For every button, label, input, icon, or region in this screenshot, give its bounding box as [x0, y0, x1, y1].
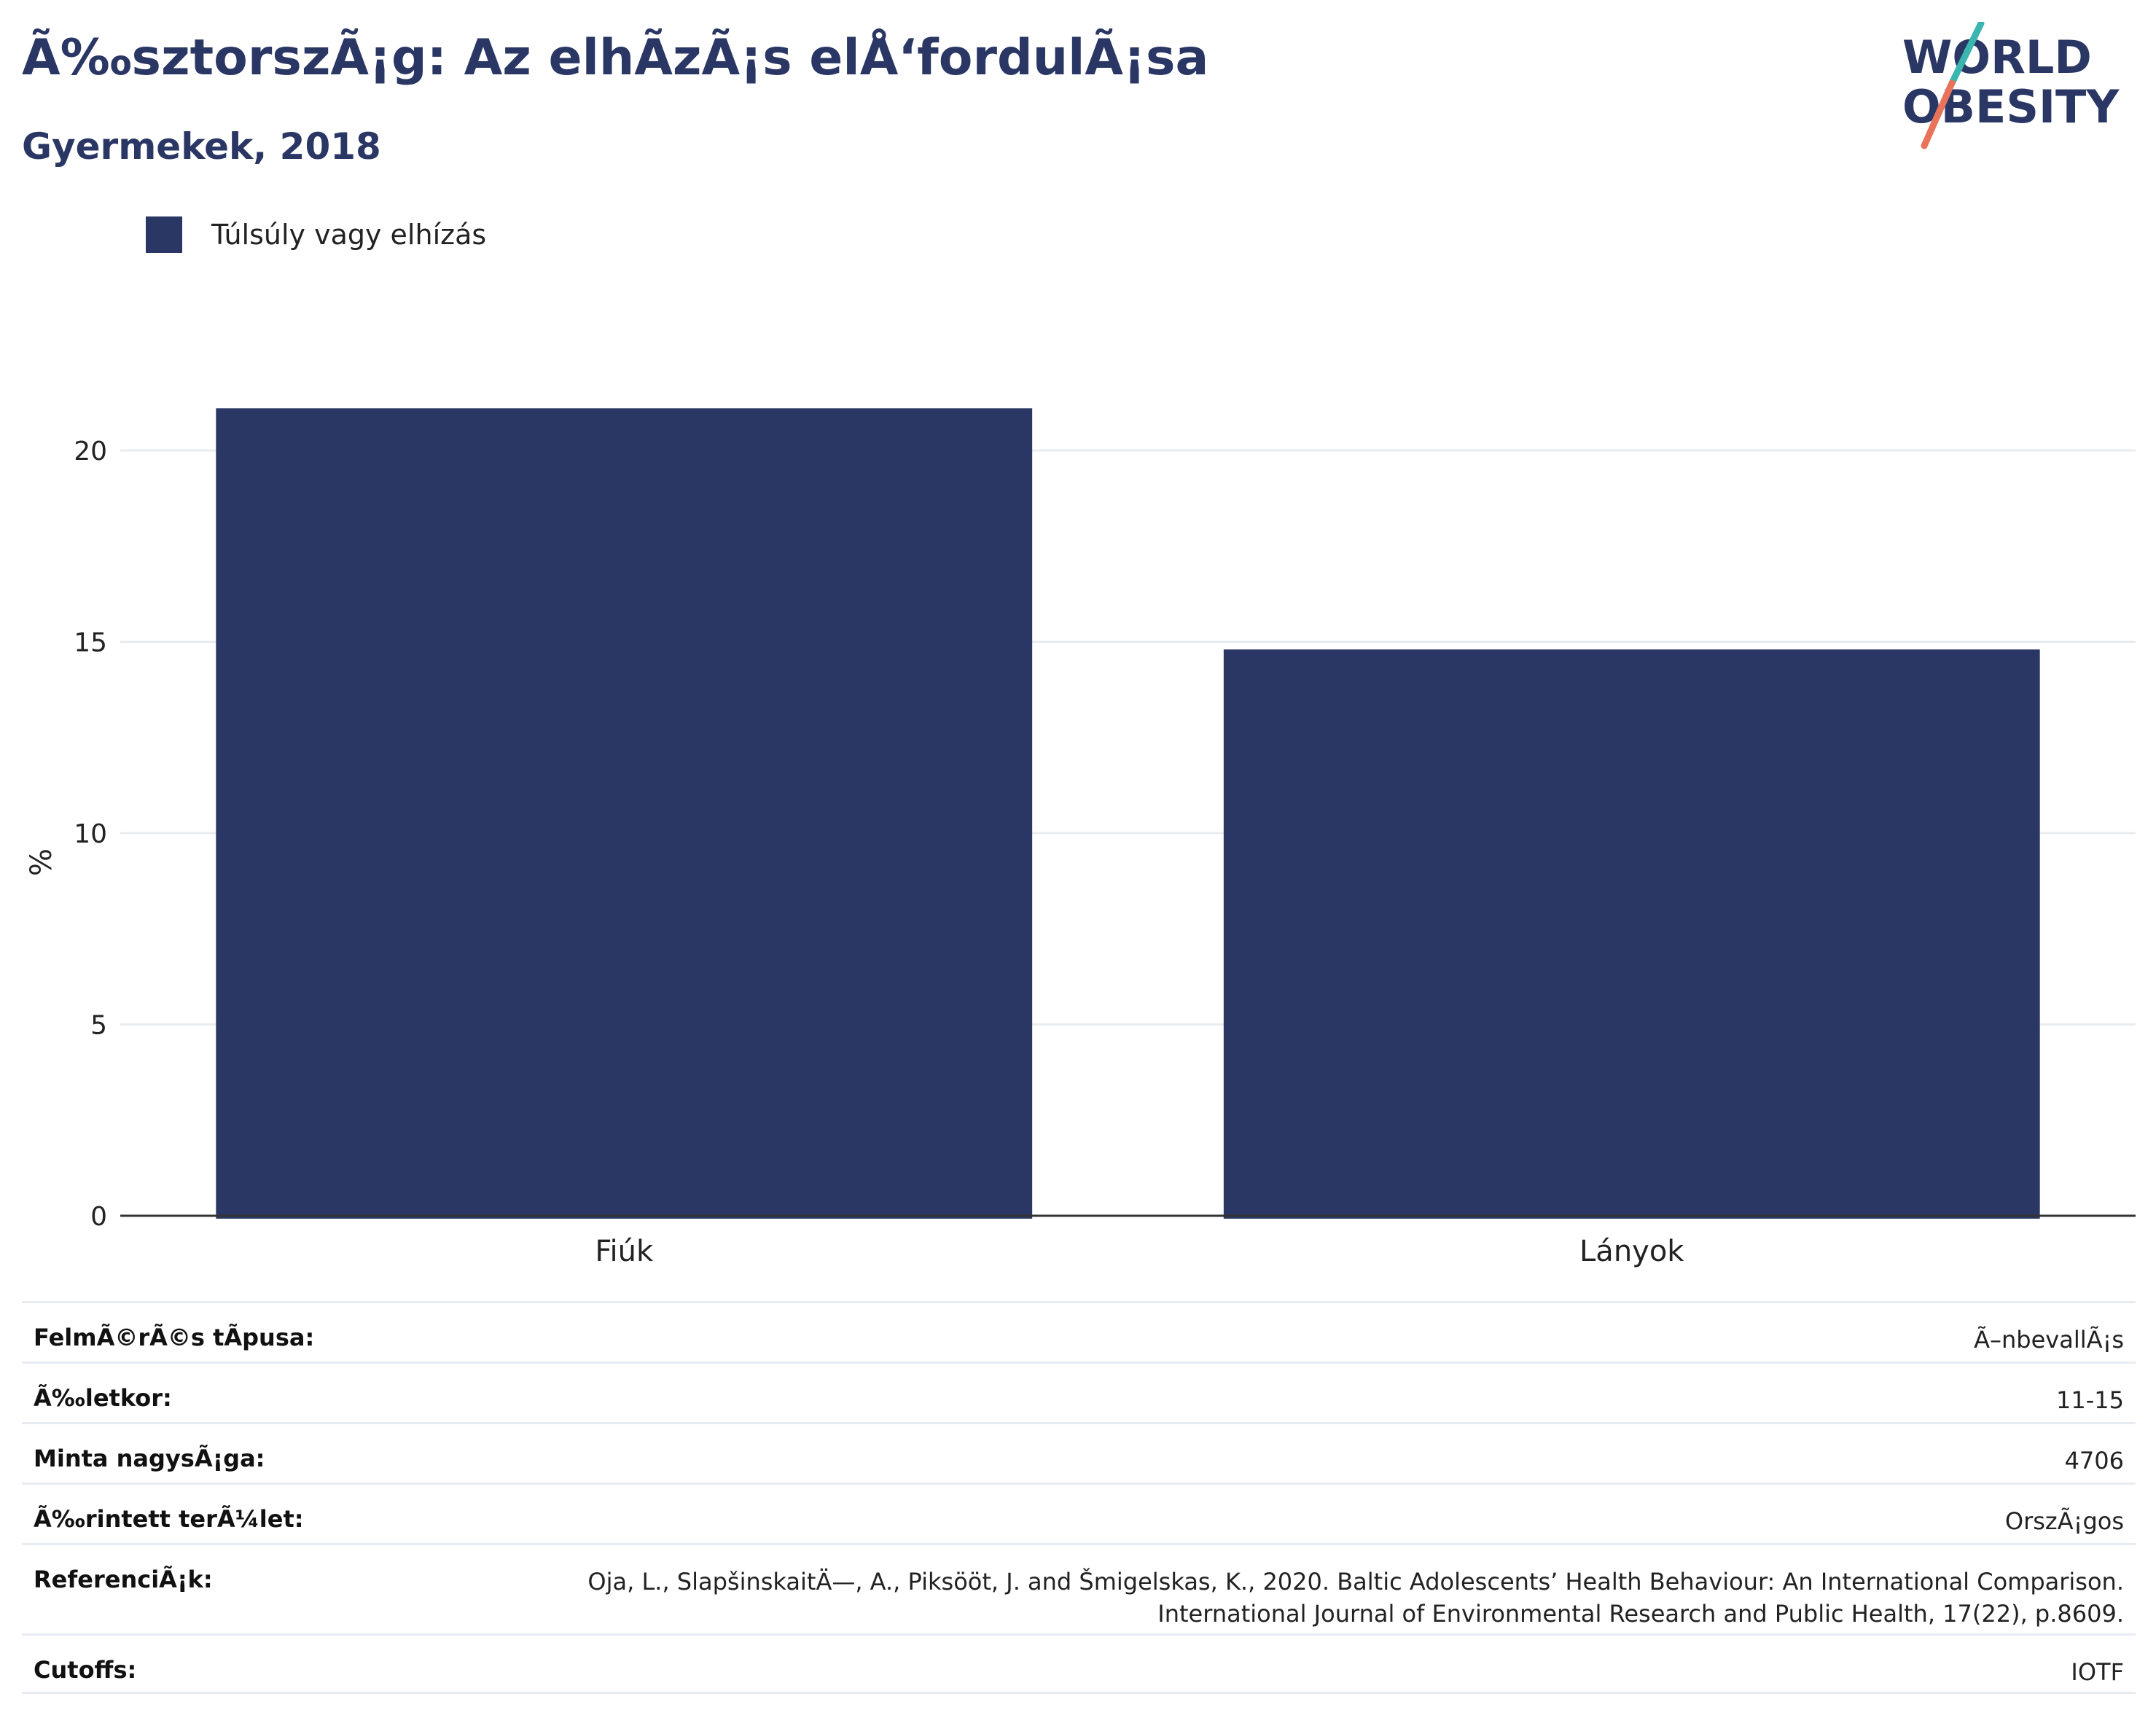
meta-row: Ã‰letkor: 11-15	[22, 1362, 2136, 1422]
meta-row: FelmÃ©rÃ©s tÃpusa: Ã–nbevallÃ¡s	[22, 1301, 2136, 1362]
bar-chart: 0 5 10 15 20% Fiúk Lányok	[25, 408, 2136, 1268]
meta-key: FelmÃ©rÃ©s tÃpusa:	[34, 1324, 315, 1351]
meta-value-line: IOTF	[2071, 1658, 2124, 1686]
meta-value-line: International Journal of Environmental R…	[1157, 1600, 2124, 1628]
legend-swatch	[146, 216, 182, 253]
meta-key: ReferenciÃ¡k:	[34, 1566, 213, 1593]
bar-0	[216, 408, 1033, 1219]
meta-value-line: OrszÃ¡gos	[2004, 1507, 2124, 1535]
meta-value: 11-15	[2056, 1384, 2124, 1416]
y-tick-label: 20	[74, 437, 107, 466]
y-tick-label: 10	[74, 819, 107, 849]
bar-1	[1223, 649, 2040, 1219]
meta-key: Cutoffs:	[34, 1656, 137, 1684]
y-tick-label: 15	[74, 628, 107, 658]
meta-key: Ã‰letkor:	[34, 1384, 172, 1412]
meta-value-line: Oja, L., SlapšinskaitÄ—, A., Piksööt, J.…	[587, 1568, 2124, 1596]
meta-row: Ã‰rintett terÃ¼let: OrszÃ¡gos	[22, 1483, 2136, 1543]
y-tick-label: 0	[90, 1202, 107, 1232]
x-tick-label: Lányok	[1579, 1235, 1684, 1268]
meta-row: Minta nagysÃ¡ga: 4706	[22, 1422, 2136, 1483]
chart-title: Ã‰sztorszÃ¡g: Az elhÃ­zÃ¡s elÅ‘fordulÃ¡s…	[22, 29, 1209, 87]
logo-slash-coral	[1921, 79, 1956, 149]
x-tick-label: Fiúk	[595, 1235, 654, 1268]
metadata-table: FelmÃ©rÃ©s tÃpusa: Ã–nbevallÃ¡s Ã‰letkor: 1…	[22, 1301, 2136, 1694]
y-tick-label: 5	[90, 1011, 107, 1041]
meta-value: OrszÃ¡gos	[2005, 1505, 2124, 1537]
meta-value: 4706	[2065, 1445, 2124, 1477]
meta-key: Minta nagysÃ¡ga:	[34, 1445, 265, 1472]
meta-value: Ã–nbevallÃ¡s	[1974, 1324, 2124, 1356]
world-obesity-logo: WORLD OBESITY	[1902, 22, 2120, 149]
meta-value-line: Ã–nbevallÃ¡s	[1974, 1326, 2124, 1354]
meta-value-line: 4706	[2064, 1447, 2124, 1475]
meta-row: Cutoffs: IOTF	[22, 1633, 2136, 1694]
meta-value: IOTF	[2071, 1656, 2124, 1688]
meta-value-line: 11-15	[2056, 1386, 2124, 1414]
legend[interactable]: Túlsúly vagy elhízás	[146, 216, 486, 254]
legend-label: Túlsúly vagy elhízás	[211, 219, 487, 251]
logo-word-1: WORLD	[1902, 31, 2092, 84]
chart-subtitle: Gyermekek, 2018	[22, 125, 381, 168]
meta-key: Ã‰rintett terÃ¼let:	[34, 1505, 304, 1533]
logo-slash-teal	[1948, 22, 1985, 87]
y-axis-label: %	[25, 848, 58, 876]
meta-value: Oja, L., SlapšinskaitÄ—, A., Piksööt, J.…	[587, 1566, 2124, 1630]
meta-row: ReferenciÃ¡k: Oja, L., SlapšinskaitÄ—, A.…	[22, 1543, 2136, 1633]
